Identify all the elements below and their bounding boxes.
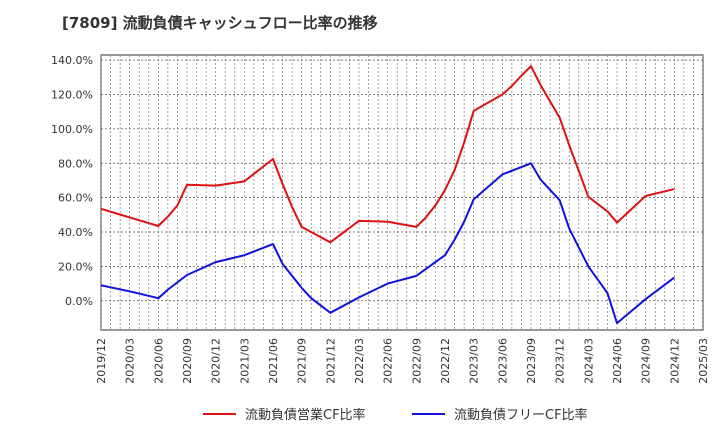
x-tick-label: 2023/09 bbox=[525, 338, 538, 384]
x-tick-label: 2022/03 bbox=[353, 338, 366, 384]
legend-label-1: 流動負債営業CF比率 bbox=[245, 407, 366, 423]
x-tick-label: 2021/09 bbox=[296, 338, 309, 384]
x-tick-label: 2024/09 bbox=[640, 338, 653, 384]
x-tick-label: 2024/12 bbox=[668, 338, 681, 384]
x-tick-label: 2023/12 bbox=[554, 338, 567, 384]
x-tick-label: 2022/06 bbox=[382, 338, 395, 384]
series-line-1 bbox=[100, 65, 675, 244]
y-tick-label: 120.0% bbox=[51, 89, 93, 102]
x-tick-label: 2023/03 bbox=[468, 338, 481, 384]
y-tick-label: 20.0% bbox=[58, 260, 93, 273]
x-tick-label: 2020/12 bbox=[210, 338, 223, 384]
y-tick-label: 140.0% bbox=[51, 54, 93, 67]
x-tick-label: 2020/03 bbox=[124, 338, 137, 384]
y-tick-label: 100.0% bbox=[51, 123, 93, 136]
x-tick-label: 2021/06 bbox=[267, 338, 280, 384]
x-tick-label: 2021/03 bbox=[238, 338, 251, 384]
chart-title: [7809] 流動負債キャッシュフロー比率の推移 bbox=[62, 14, 378, 32]
x-tick-label: 2020/09 bbox=[181, 338, 194, 384]
y-tick-label: 60.0% bbox=[58, 192, 93, 205]
x-tick-label: 2024/06 bbox=[611, 338, 624, 384]
x-tick-label: 2022/09 bbox=[410, 338, 423, 384]
legend-label-2: 流動負債フリーCF比率 bbox=[454, 407, 588, 423]
y-tick-label: 40.0% bbox=[58, 226, 93, 239]
y-tick-label: 0.0% bbox=[65, 295, 93, 308]
plot-frame bbox=[100, 54, 704, 331]
x-tick-label: 2021/12 bbox=[324, 338, 337, 384]
x-tick-label: 2023/06 bbox=[496, 338, 509, 384]
y-tick-label: 80.0% bbox=[58, 157, 93, 170]
series-line-2 bbox=[100, 162, 675, 325]
x-tick-label: 2020/06 bbox=[152, 338, 165, 384]
x-tick-label: 2024/03 bbox=[582, 338, 595, 384]
x-tick-label: 2022/12 bbox=[439, 338, 452, 384]
x-tick-label: 2019/12 bbox=[95, 338, 108, 384]
x-tick-label: 2025/03 bbox=[697, 338, 710, 384]
